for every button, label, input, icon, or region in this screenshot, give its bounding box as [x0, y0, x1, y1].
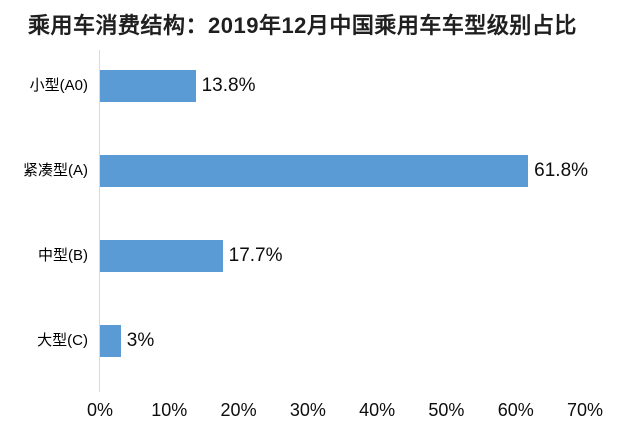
- category-label: 大型(C): [37, 332, 88, 349]
- category-label: 小型(A0): [29, 77, 88, 94]
- x-tick-label: 60%: [497, 400, 534, 420]
- value-label: 17.7%: [228, 245, 283, 266]
- category-label: 中型(B): [38, 247, 88, 264]
- x-tick-label: 50%: [428, 400, 465, 420]
- bar: [100, 155, 529, 187]
- chart-title: 乘用车消费结构：2019年12月中国乘用车车型级别占比: [28, 13, 577, 38]
- x-tick-label: 30%: [289, 400, 326, 420]
- bar: [100, 325, 121, 357]
- bar: [100, 240, 223, 272]
- x-tick-label: 10%: [151, 400, 188, 420]
- value-label: 3%: [126, 330, 155, 351]
- x-tick-label: 40%: [359, 400, 396, 420]
- x-tick-label: 70%: [566, 400, 604, 420]
- x-tick-label: 0%: [86, 400, 114, 420]
- value-label: 13.8%: [201, 75, 256, 96]
- category-label: 紧凑型(A): [23, 162, 88, 179]
- bar: [100, 70, 196, 102]
- y-axis-line: [99, 50, 100, 392]
- value-label: 61.8%: [534, 160, 589, 181]
- x-tick-label: 20%: [220, 400, 257, 420]
